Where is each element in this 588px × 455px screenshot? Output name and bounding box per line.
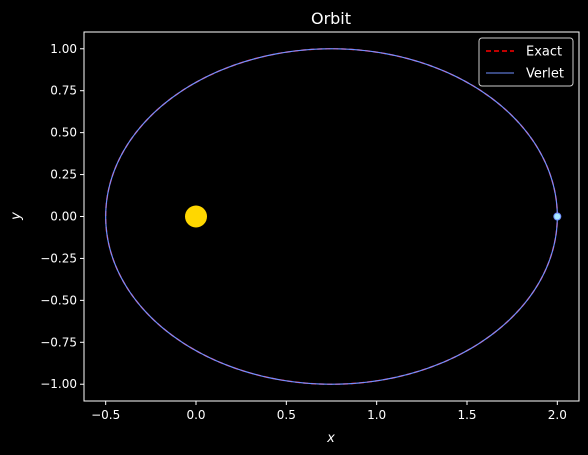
planet-marker: [553, 212, 562, 221]
y-tick-label: 0.50: [50, 126, 77, 140]
legend-label-exact: Exact: [526, 45, 562, 60]
y-axis-title: y: [9, 212, 24, 221]
y-tick-label: 0.75: [50, 84, 77, 98]
series-verlet-line: [105, 48, 558, 385]
y-tick-label: 0.25: [50, 168, 77, 182]
chart-title: Orbit: [311, 9, 351, 28]
y-tick-label: −0.75: [40, 335, 77, 349]
legend-label-verlet: Verlet: [526, 67, 564, 82]
legend: Exact Verlet: [478, 37, 574, 87]
legend-box: [478, 37, 574, 87]
x-tick-label: −0.5: [91, 408, 120, 422]
x-tick-label: 1.5: [457, 408, 476, 422]
x-tick-label: 1.0: [367, 408, 386, 422]
x-tick-label: 2.0: [548, 408, 567, 422]
sun-marker: [185, 205, 208, 228]
y-tick-label: 1.00: [50, 42, 77, 56]
x-tick-label: 0.5: [277, 408, 296, 422]
y-tick-label: −0.25: [40, 251, 77, 265]
x-axis: −0.5 0.0 0.5 1.0 1.5 2.0: [91, 401, 567, 422]
x-axis-title: x: [326, 431, 335, 446]
y-axis: 1.00 0.75 0.50 0.25 0.00 −0.25 −0.50 −0.75 −1.00: [40, 42, 84, 391]
plot-area: [104, 48, 562, 385]
x-tick-label: 0.0: [186, 408, 205, 422]
y-tick-label: −0.50: [40, 293, 77, 307]
y-tick-label: 0.00: [50, 210, 77, 224]
y-tick-label: −1.00: [40, 377, 77, 391]
